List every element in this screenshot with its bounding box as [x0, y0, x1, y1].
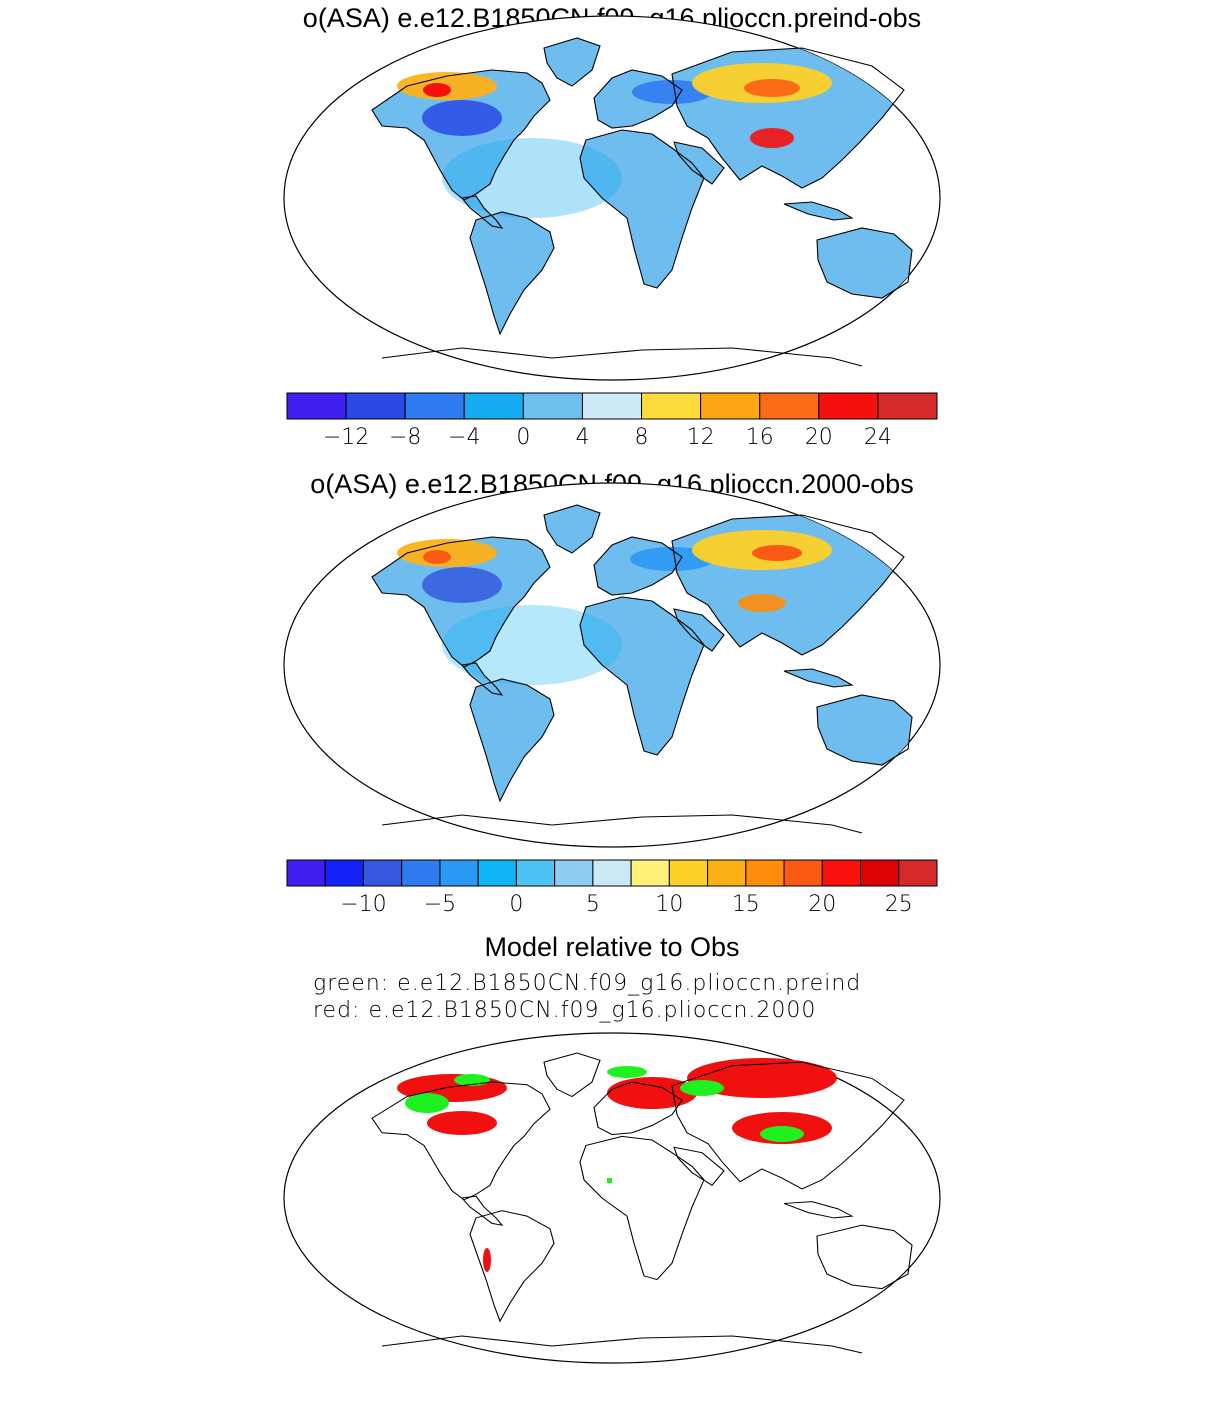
panel1-neg-patch-na: [422, 100, 502, 136]
panel2-neg-patch-na: [422, 567, 502, 603]
panel1-colorbar-tick-label: −8: [389, 425, 421, 450]
panel1-max-patch-siberia: [744, 79, 800, 97]
panel2-colorbar-swatch: [745, 859, 785, 887]
panel2-colorbar-swatch: [515, 859, 556, 887]
panel1-colorbar-tick-label: 20: [805, 425, 833, 450]
panel1-colorbar-tick-label: 4: [575, 425, 589, 450]
panel2-colorbar-swatch: [668, 859, 709, 887]
panel1-antarctica: [381, 347, 863, 367]
panel3-antarctica: [381, 1335, 863, 1354]
panel2-colorbar-swatch: [592, 859, 632, 887]
panel2-colorbar-swatch: [554, 859, 594, 887]
panel3-map: [283, 1032, 941, 1364]
panel2-colorbar-swatch: [630, 859, 670, 887]
panel3-subtitle-green: green: e.e12.B1850CN.f09_g16.plioccn.pre…: [313, 971, 862, 996]
panel1-max-patch-asia: [750, 128, 794, 148]
panel3-title: Model relative to Obs: [484, 932, 740, 962]
panel1-colorbar-tick-label: 8: [635, 425, 649, 450]
panel1-colorbar-swatch: [463, 392, 524, 420]
panel1-colorbar-swatch: [345, 392, 406, 420]
panel1-colorbar-swatch: [818, 392, 879, 420]
panel2-colorbar-swatch: [898, 859, 938, 887]
panel1-colorbar: −12 −8 −4 0 4 8 12 16 20 24: [286, 392, 938, 450]
panel1-map: [283, 15, 941, 381]
panel1-colorbar-swatch: [877, 392, 938, 420]
panel1-colorbar-tick-label: 12: [687, 425, 715, 450]
panel2-colorbar-swatch: [783, 859, 823, 887]
panel1-colorbar-swatch: [641, 392, 702, 420]
panel1-colorbar-tick-label: 0: [516, 425, 530, 450]
panel3-subtitle-red: red: e.e12.B1850CN.f09_g16.plioccn.2000: [313, 998, 817, 1023]
panel2-max-patch-asia: [738, 594, 786, 612]
panel2-colorbar-swatch: [477, 859, 517, 887]
panel2-colorbar-tick-label: 25: [885, 892, 913, 917]
panel2-colorbar-tick-label: 15: [732, 892, 760, 917]
panel2-max-patch-siberia: [752, 545, 802, 561]
panel1-colorbar-swatch: [404, 392, 465, 420]
panel2-colorbar-tick-label: −5: [424, 892, 456, 917]
panel1-colorbar-swatch: [286, 392, 347, 420]
panel2-antarctica: [381, 814, 863, 834]
panel2-colorbar-swatch: [439, 859, 479, 887]
panel1-colorbar-tick-label: 16: [746, 425, 774, 450]
panel2-colorbar-swatch: [860, 859, 900, 887]
panel2-colorbar-swatch: [324, 859, 364, 887]
panel2-colorbar: −10 −5 0 5 10 15 20 25: [286, 859, 938, 917]
panel1-max-patch-canada: [423, 83, 451, 97]
panel2-colorbar-swatch: [362, 859, 403, 887]
panel2-colorbar-swatch: [821, 859, 862, 887]
panel3-map-frame: [283, 1032, 941, 1364]
panel2-colorbar-tick-label: 5: [586, 892, 600, 917]
panel2-colorbar-swatch: [286, 859, 326, 887]
panel2-map: [283, 482, 941, 848]
panel1-neg-patch-europe: [632, 80, 712, 104]
panel1-colorbar-swatch: [522, 392, 583, 420]
panel1-colorbar-swatch: [759, 392, 820, 420]
panel1-colorbar-swatch: [700, 392, 761, 420]
panel2-colorbar-tick-label: 0: [509, 892, 523, 917]
panel1-colorbar-tick-label: 24: [864, 425, 892, 450]
panel2-colorbar-swatch: [401, 859, 441, 887]
panel2-max-patch-canada: [423, 550, 451, 564]
panel2-colorbar-swatch: [707, 859, 747, 887]
panel1-colorbar-tick-label: −4: [448, 425, 480, 450]
panel2-colorbar-tick-label: −10: [340, 892, 386, 917]
panel1-atlantic-tint: [442, 138, 622, 218]
panel2-atlantic-tint: [442, 605, 622, 685]
panel1-colorbar-tick-label: −12: [323, 425, 369, 450]
panel1-colorbar-swatch: [581, 392, 643, 420]
panel2-colorbar-tick-label: 20: [808, 892, 836, 917]
panel2-colorbar-tick-label: 10: [655, 892, 683, 917]
